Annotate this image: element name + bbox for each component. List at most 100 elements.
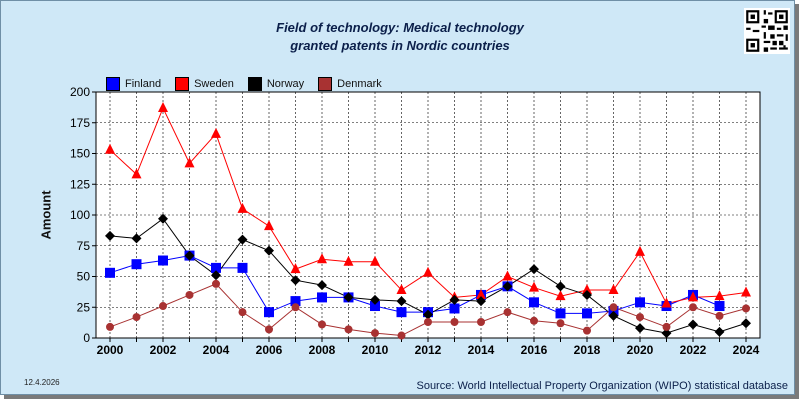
data-point-finland	[290, 296, 301, 307]
data-point-denmark	[185, 290, 194, 299]
x-tick-label: 2010	[362, 343, 389, 357]
x-tick-label: 2000	[97, 343, 124, 357]
legend-label: Norway	[266, 78, 305, 90]
data-point-finland	[105, 267, 115, 278]
data-point-denmark	[397, 331, 406, 340]
data-point-sweden	[635, 245, 645, 256]
data-point-sweden	[688, 291, 698, 302]
data-point-norway	[449, 294, 460, 305]
data-point-sweden	[131, 168, 142, 179]
data-point-sweden	[741, 286, 751, 297]
legend-label: Denmark	[337, 78, 382, 90]
data-point-denmark	[450, 318, 459, 327]
data-point-denmark	[689, 303, 697, 312]
data-point-denmark	[715, 311, 724, 320]
data-point-sweden	[343, 255, 354, 266]
data-point-sweden	[555, 290, 566, 301]
data-point-finland	[582, 308, 592, 319]
data-point-denmark	[265, 325, 273, 334]
data-point-finland	[158, 255, 168, 266]
x-tick-label: 2022	[680, 343, 707, 357]
data-point-finland	[131, 259, 142, 270]
data-point-sweden	[423, 266, 433, 277]
data-point-sweden	[158, 101, 168, 112]
data-point-sweden	[714, 290, 725, 301]
data-point-finland	[370, 301, 380, 312]
source-note: Source: World Intellectual Property Orga…	[416, 380, 788, 392]
chart-subtitle: granted patents in Nordic countries	[290, 38, 510, 53]
y-tick-label: 175	[70, 116, 90, 130]
x-tick-label: 2002	[150, 343, 177, 357]
legend-swatch	[106, 77, 120, 91]
data-point-norway	[290, 275, 301, 286]
x-tick-label: 2020	[627, 343, 654, 357]
data-point-norway	[714, 326, 725, 337]
data-point-norway	[343, 292, 354, 303]
data-point-sweden	[582, 284, 592, 295]
data-point-sweden	[264, 220, 274, 231]
legend-swatch	[318, 77, 333, 91]
legend-item-finland: Finland	[106, 77, 161, 91]
qr-code-icon	[744, 8, 790, 54]
data-point-norway	[661, 328, 672, 339]
data-point-sweden	[661, 297, 672, 308]
data-point-sweden	[105, 143, 115, 154]
data-point-finland	[449, 303, 460, 314]
data-point-finland	[237, 262, 248, 273]
y-tick-label: 100	[70, 208, 90, 222]
data-point-sweden	[502, 270, 513, 281]
legend-swatch	[175, 77, 190, 91]
chart-title: Field of technology: Medical technology	[276, 20, 524, 35]
data-point-norway	[608, 310, 619, 321]
data-point-denmark	[530, 316, 538, 325]
chart-legend: Finland Sweden Norway Denmark	[106, 74, 396, 94]
data-point-denmark	[238, 308, 247, 317]
data-point-denmark	[344, 325, 353, 334]
x-tick-label: 2018	[574, 343, 601, 357]
x-tick-label: 2008	[309, 343, 336, 357]
legend-item-sweden: Sweden	[175, 77, 234, 91]
data-point-finland	[396, 307, 407, 318]
y-tick-label: 50	[77, 270, 91, 284]
data-point-sweden	[317, 253, 327, 264]
y-tick-label: 150	[70, 147, 90, 161]
legend-label: Sweden	[194, 78, 234, 90]
data-point-denmark	[159, 302, 167, 311]
data-point-finland	[555, 308, 566, 319]
x-tick-label: 2014	[468, 343, 495, 357]
x-tick-label: 2012	[415, 343, 442, 357]
data-point-norway	[502, 281, 513, 292]
legend-item-denmark: Denmark	[318, 77, 382, 91]
data-point-denmark	[503, 308, 512, 317]
y-tick-label: 75	[77, 239, 91, 253]
data-point-denmark	[556, 319, 565, 328]
data-point-sweden	[290, 263, 301, 274]
data-point-sweden	[529, 281, 539, 292]
y-tick-label: 200	[70, 85, 90, 99]
data-point-norway	[237, 234, 248, 245]
data-point-denmark	[477, 318, 485, 327]
data-point-norway	[131, 233, 142, 244]
data-point-norway	[370, 294, 380, 305]
x-tick-label: 2006	[256, 343, 283, 357]
data-point-norway	[635, 323, 645, 334]
data-point-finland	[211, 262, 221, 273]
data-point-norway	[582, 289, 592, 300]
legend-swatch	[247, 77, 262, 91]
data-point-finland	[635, 297, 645, 308]
data-point-denmark	[212, 279, 220, 288]
y-tick-label: 25	[77, 300, 91, 314]
y-tick-label: 0	[83, 331, 90, 345]
legend-item-norway: Norway	[247, 77, 305, 91]
data-point-denmark	[583, 326, 591, 335]
x-tick-label: 2024	[733, 343, 760, 357]
data-point-finland	[714, 301, 725, 312]
data-point-denmark	[424, 318, 432, 327]
data-point-finland	[317, 292, 327, 303]
data-point-norway	[396, 296, 407, 307]
y-tick-label: 125	[70, 177, 90, 191]
data-point-norway	[423, 309, 433, 320]
data-point-denmark	[636, 313, 644, 322]
data-point-finland	[264, 307, 274, 318]
